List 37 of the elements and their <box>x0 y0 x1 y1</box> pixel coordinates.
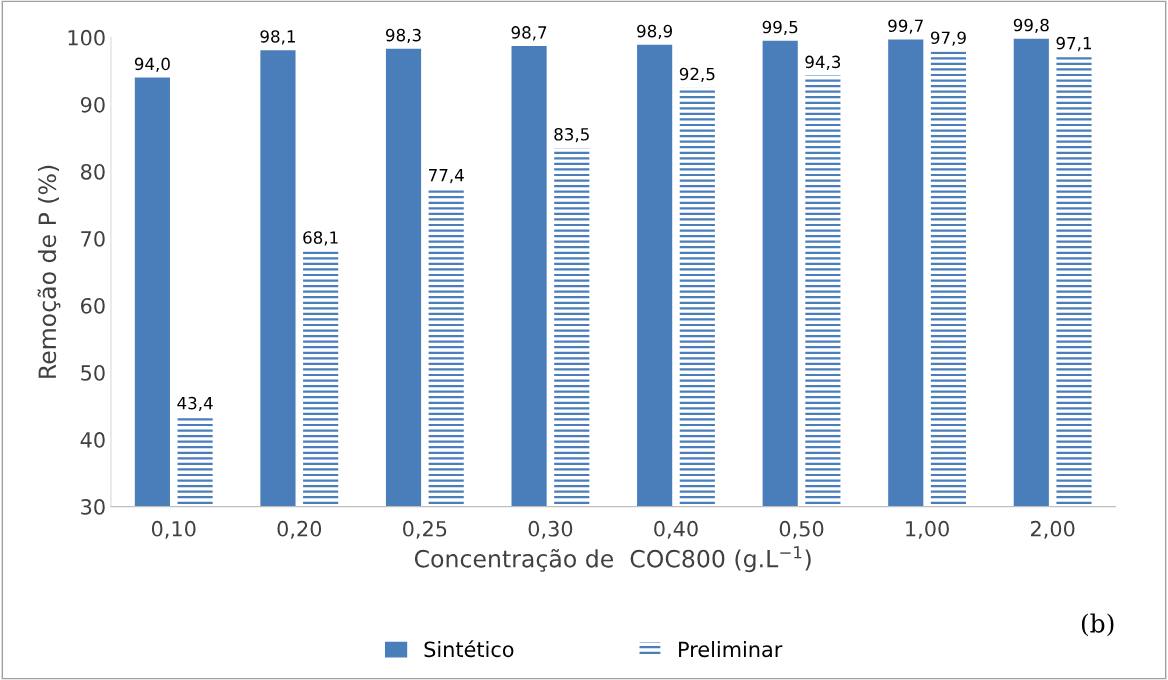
x-tick-label: 0,25 <box>403 520 447 539</box>
y-tick-label: 70 <box>81 230 105 247</box>
data-label: 99,8 <box>1013 18 1049 34</box>
data-label: 98,7 <box>511 26 547 41</box>
data-label: 68,1 <box>303 231 338 246</box>
data-label: 77,4 <box>429 169 464 184</box>
y-tick-label: 40 <box>80 432 105 448</box>
x-tick-label: 0,30 <box>528 520 573 539</box>
legend-label: Sintético <box>424 640 514 658</box>
x-tick-label: 0,10 <box>151 520 196 539</box>
y-tick-label: 50 <box>81 365 105 381</box>
x-tick-label: 2,00 <box>1030 520 1075 539</box>
data-label: 43,4 <box>177 396 213 412</box>
data-label: 99,7 <box>888 19 923 34</box>
y-tick-label: 30 <box>81 499 105 515</box>
x-axis-title: Concentração de COC800 (g.L$^{−1}$) <box>414 546 811 573</box>
data-label: 98,9 <box>637 24 673 40</box>
x-tick-label: 0,40 <box>654 520 698 539</box>
text: (b) <box>1081 613 1114 637</box>
data-label: 97,9 <box>930 31 966 46</box>
y-tick-label: 60 <box>81 297 105 314</box>
y-tick-label: 80 <box>81 163 105 180</box>
data-label: 83,5 <box>554 127 589 143</box>
y-tick-label: 100 <box>68 29 105 46</box>
x-tick-label: 0,20 <box>277 520 322 539</box>
data-label: 99,5 <box>762 20 798 36</box>
data-label: 94,3 <box>805 55 841 70</box>
legend-label: Preliminar <box>679 641 783 658</box>
data-label: 94,0 <box>134 57 170 72</box>
data-label: 98,1 <box>260 30 295 45</box>
x-tick-label: 0,50 <box>779 520 824 539</box>
data-label: 98,3 <box>386 28 421 44</box>
data-label: 92,5 <box>679 67 715 82</box>
x-tick-label: 1,00 <box>906 520 949 539</box>
y-tick-label: 90 <box>80 96 105 113</box>
y-axis-title: Remoção de P (%) <box>37 165 61 378</box>
data-label: 97,1 <box>1056 36 1092 52</box>
